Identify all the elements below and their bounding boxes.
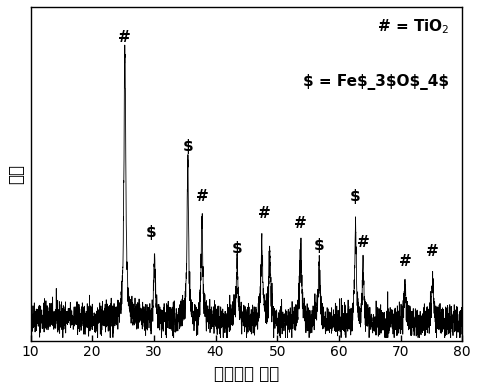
- Text: $: $: [183, 140, 193, 154]
- Text: $: $: [350, 189, 361, 204]
- Text: #: #: [426, 244, 439, 259]
- Text: $: $: [314, 238, 325, 253]
- Text: $: $: [146, 225, 157, 240]
- Text: $: $: [232, 241, 242, 256]
- X-axis label: 衍射角（ 度）: 衍射角（ 度）: [214, 365, 279, 383]
- Text: #: #: [196, 189, 208, 204]
- Text: #: #: [399, 254, 411, 269]
- Text: # = TiO$_2$: # = TiO$_2$: [377, 17, 449, 35]
- Y-axis label: 强度: 强度: [7, 164, 25, 184]
- Text: #: #: [294, 216, 307, 231]
- Text: #: #: [357, 235, 369, 250]
- Text: $ = Fe$_3$O$_4$: $ = Fe$_3$O$_4$: [303, 74, 449, 90]
- Text: #: #: [259, 206, 271, 222]
- Text: #: #: [119, 30, 131, 44]
